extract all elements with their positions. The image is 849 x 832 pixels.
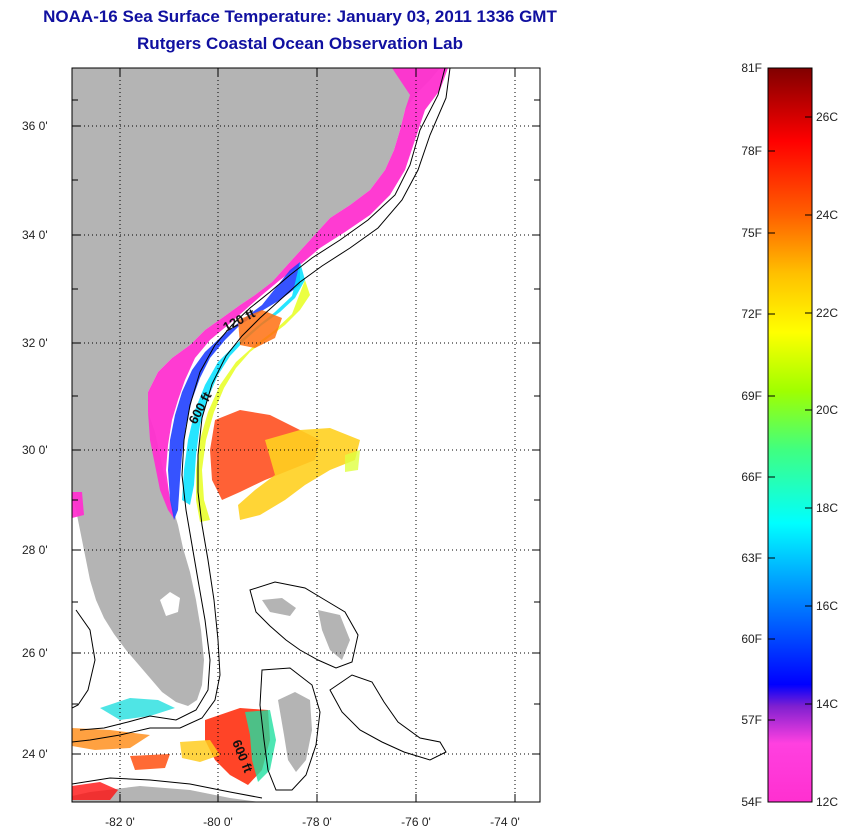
- isobath-600ft: [72, 68, 451, 743]
- colorbar-c-label: 18C: [816, 501, 838, 515]
- lon-tick-label: -74 0': [490, 815, 520, 829]
- land-us-mainland: [72, 68, 440, 706]
- map-title: NOAA-16 Sea Surface Temperature: January…: [43, 7, 557, 26]
- colorbar-c-label: 26C: [816, 110, 838, 124]
- land-cuba: [72, 786, 260, 802]
- lat-tick-label: 30 0': [22, 443, 48, 457]
- map-frame: [71, 67, 541, 803]
- land-bahamas: [318, 610, 350, 660]
- isobath-bahamas: [259, 667, 321, 791]
- sst-west-patch: [72, 492, 84, 518]
- colorbar-f-label: 63F: [741, 551, 762, 565]
- sst-swath-cyan: [182, 262, 305, 505]
- colorbar-f-label: 72F: [741, 307, 762, 321]
- sst-keys-cyan: [100, 698, 175, 720]
- lon-tick-label: -82 0': [105, 815, 135, 829]
- sst-gulf-stream-warm: [238, 310, 282, 348]
- sst-gulf-stream-warm: [345, 450, 360, 472]
- lon-tick-label: -78 0': [302, 815, 332, 829]
- lat-tick-label: 32 0': [22, 336, 48, 350]
- colorbar-f-label: 78F: [741, 144, 762, 158]
- colorbar-c-label: 16C: [816, 599, 838, 613]
- isobath-cuba: [72, 777, 263, 799]
- frame-ticks: [72, 68, 540, 802]
- lat-tick-label: 34 0': [22, 228, 48, 242]
- colorbar-f-label: 81F: [741, 61, 762, 75]
- lat-tick-label: 26 0': [22, 646, 48, 660]
- land-bahamas: [262, 598, 296, 616]
- isobath-west: [72, 609, 96, 709]
- sst-swath-yellow: [196, 280, 310, 522]
- colorbar-f-label: 69F: [741, 389, 762, 403]
- colorbar-c-label: 24C: [816, 208, 838, 222]
- sst-strait-cyan: [245, 710, 276, 782]
- isobath-bahamas: [329, 674, 447, 761]
- isobath-120ft: [79, 68, 446, 731]
- sst-swath-cold: [148, 68, 448, 520]
- sst-keys-warm: [130, 754, 170, 770]
- colorbar-f-label: 66F: [741, 470, 762, 484]
- isobath-bahamas: [249, 581, 359, 669]
- lat-tick-label: 36 0': [22, 119, 48, 133]
- lake: [160, 592, 180, 616]
- colorbar-f-label: 57F: [741, 713, 762, 727]
- colorbar-c-label: 14C: [816, 697, 838, 711]
- map-subtitle: Rutgers Coastal Ocean Observation Lab: [137, 34, 463, 53]
- sst-gulf-stream-warm: [238, 428, 360, 520]
- colorbar-f-label: 75F: [741, 226, 762, 240]
- colorbar: [767, 67, 813, 803]
- lat-tick-label: 24 0': [22, 747, 48, 761]
- sst-keys-warm: [72, 728, 150, 750]
- colorbar-c-label: 12C: [816, 795, 838, 809]
- lon-tick-label: -80 0': [203, 815, 233, 829]
- colorbar-f-label: 54F: [741, 795, 762, 809]
- sst-south-red: [72, 782, 118, 800]
- colorbar-c-label: 20C: [816, 403, 838, 417]
- lon-tick-label: -76 0': [401, 815, 431, 829]
- sst-keys-warm: [180, 740, 220, 762]
- land-bahamas: [278, 692, 312, 772]
- colorbar-c-label: 22C: [816, 306, 838, 320]
- colorbar-f-label: 60F: [741, 632, 762, 646]
- colorbar-ticks: [768, 67, 812, 803]
- lat-tick-label: 28 0': [22, 543, 48, 557]
